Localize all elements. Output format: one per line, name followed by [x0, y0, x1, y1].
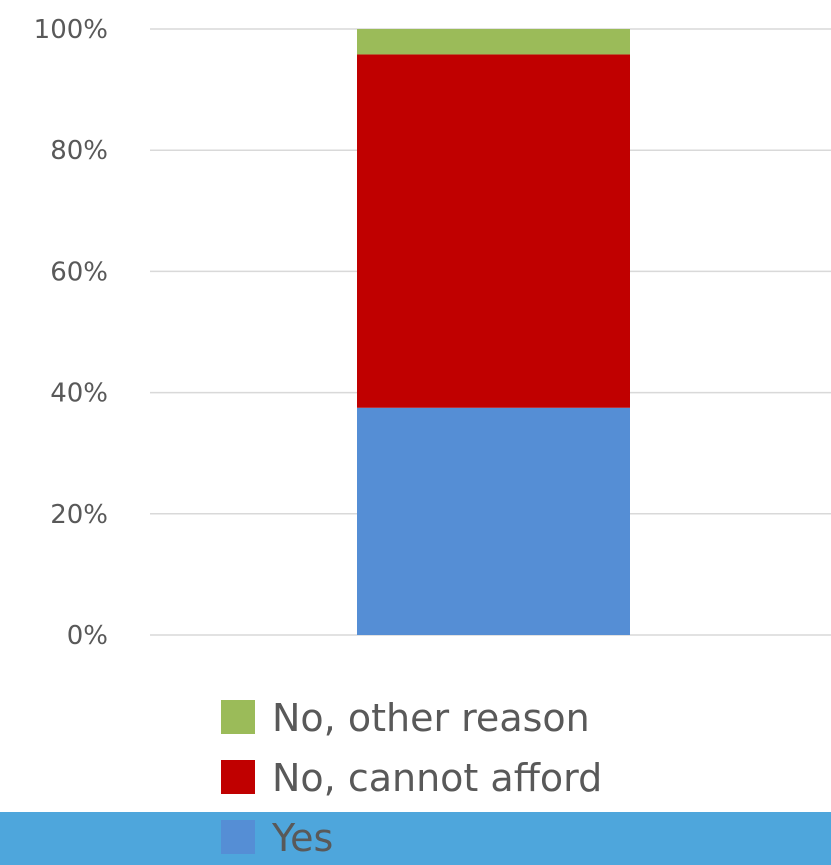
- bottom-band: [0, 812, 831, 865]
- y-axis-tick-labels: 0% 20% 40% 60% 80% 100%: [34, 15, 108, 651]
- legend-label: No, cannot afford: [272, 756, 602, 800]
- legend-swatch: [221, 700, 255, 734]
- bar-segment-no-other-reason: [357, 29, 630, 55]
- y-tick-label: 100%: [34, 15, 108, 45]
- y-tick-label: 80%: [50, 136, 108, 166]
- bar-segments: [357, 29, 630, 635]
- legend-swatch: [221, 820, 255, 854]
- bar-segment-no-cannot-afford: [357, 54, 630, 408]
- legend-label: No, other reason: [272, 696, 590, 740]
- bar-segment-yes: [357, 407, 630, 635]
- legend-label: Yes: [271, 816, 333, 860]
- y-tick-label: 20%: [50, 500, 108, 530]
- y-tick-label: 0%: [67, 621, 108, 651]
- y-tick-label: 40%: [50, 379, 108, 409]
- y-tick-label: 60%: [50, 257, 108, 287]
- legend-swatch: [221, 760, 255, 794]
